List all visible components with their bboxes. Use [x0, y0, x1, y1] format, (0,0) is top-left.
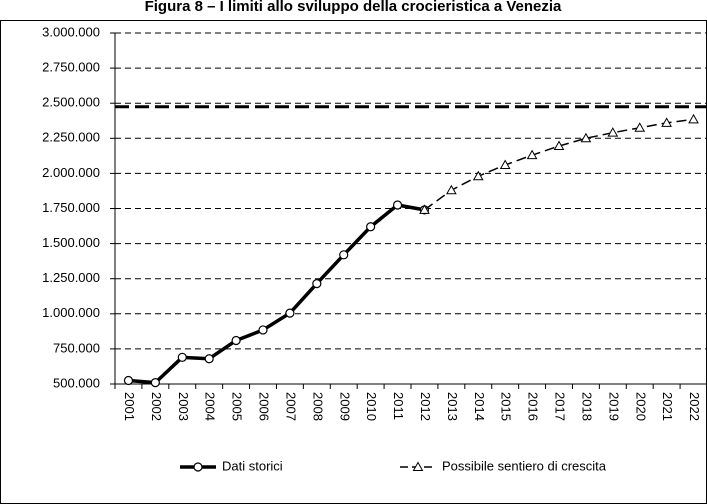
point: [312, 279, 322, 289]
x-tick-label: 2011: [391, 392, 406, 420]
y-tick-label: 750.000: [53, 340, 100, 355]
x-tick-label: 2007: [283, 392, 298, 421]
x-tick-label: 2006: [257, 392, 272, 421]
point: [472, 170, 484, 181]
point: [177, 352, 187, 362]
x-tick-label: 2001: [122, 392, 137, 421]
point: [419, 204, 430, 214]
x-tick-label: 2021: [660, 392, 675, 421]
x-tick-label: 2013: [445, 392, 460, 421]
y-tick-label: 1.250.000: [42, 270, 100, 285]
point: [688, 113, 699, 124]
x-tick-label: 2017: [553, 392, 568, 421]
x-tick-label: 2019: [606, 392, 621, 421]
point: [258, 325, 268, 335]
x-tick-label: 2010: [364, 392, 379, 421]
y-tick-label: 1.500.000: [42, 235, 100, 250]
chart-frame: [0, 20, 707, 504]
point: [285, 308, 295, 318]
x-tick-label: 2014: [472, 392, 487, 421]
y-tick-label: 500.000: [53, 375, 100, 390]
point: [634, 122, 646, 132]
point: [446, 184, 457, 195]
y-tick-label: 2.750.000: [42, 60, 100, 75]
x-tick-label: 2004: [203, 392, 218, 421]
point: [607, 127, 619, 137]
legend-label: Dati storici: [222, 458, 283, 473]
x-tick-label: 2022: [687, 392, 702, 421]
series-line: [424, 118, 694, 211]
series-line: [128, 203, 425, 385]
point: [553, 140, 565, 151]
x-tick-label: 2002: [149, 392, 164, 421]
y-tick-label: 2.250.000: [42, 130, 100, 145]
y-tick-label: 2.000.000: [42, 165, 100, 180]
chart-title: Figura 8 – I limiti allo sviluppo della …: [145, 0, 562, 15]
point: [123, 375, 134, 386]
point: [204, 354, 214, 364]
legend-marker: [193, 462, 203, 472]
point: [231, 335, 241, 346]
x-tick-label: 2005: [230, 392, 245, 421]
point: [150, 377, 160, 388]
point: [339, 250, 349, 260]
point: [392, 200, 403, 210]
point: [499, 159, 511, 169]
point: [526, 149, 538, 160]
x-tick-label: 2016: [526, 392, 541, 421]
point: [661, 117, 672, 127]
y-tick-label: 1.000.000: [42, 305, 100, 320]
y-tick-label: 1.750.000: [42, 200, 100, 215]
x-tick-label: 2003: [176, 392, 191, 421]
x-tick-label: 2009: [337, 392, 352, 421]
point: [366, 222, 376, 232]
x-tick-label: 2018: [579, 392, 594, 421]
legend-label: Possibile sentiero di crescita: [442, 458, 607, 473]
y-tick-label: 2.500.000: [42, 95, 100, 110]
x-tick-label: 2015: [499, 392, 514, 421]
point: [580, 132, 592, 143]
legend-marker: [412, 461, 424, 471]
x-tick-label: 2008: [310, 392, 325, 421]
x-tick-label: 2020: [633, 392, 648, 421]
x-tick-label: 2012: [418, 392, 433, 421]
y-tick-label: 3.000.000: [42, 24, 100, 39]
